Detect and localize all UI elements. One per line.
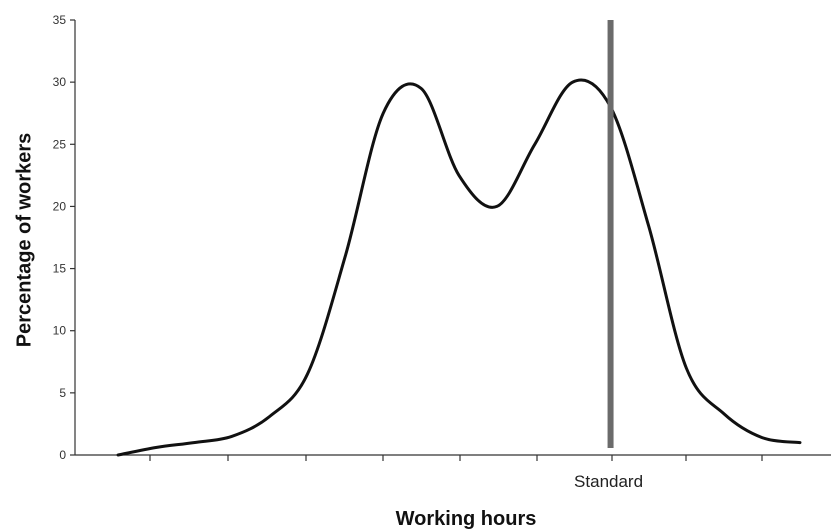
x-axis-label: Working hours <box>395 508 537 530</box>
plot-area <box>116 20 802 457</box>
y-tick-label: 15 <box>53 262 67 276</box>
y-axis: 0 5 10 15 20 25 30 35 <box>53 13 76 462</box>
y-tick-label: 30 <box>53 75 67 89</box>
y-tick-label: 5 <box>59 386 66 400</box>
y-tick-label: 10 <box>53 324 67 338</box>
y-tick-label: 20 <box>53 199 67 213</box>
y-tick-label: 0 <box>59 448 66 462</box>
y-tick-label: 25 <box>53 137 67 151</box>
x-tick-label-standard: Standard <box>574 472 643 491</box>
distribution-line <box>116 78 802 457</box>
y-tick-label: 35 <box>53 13 67 27</box>
y-axis-label: Percentage of workers <box>13 132 36 348</box>
x-axis: Standard <box>75 454 831 491</box>
